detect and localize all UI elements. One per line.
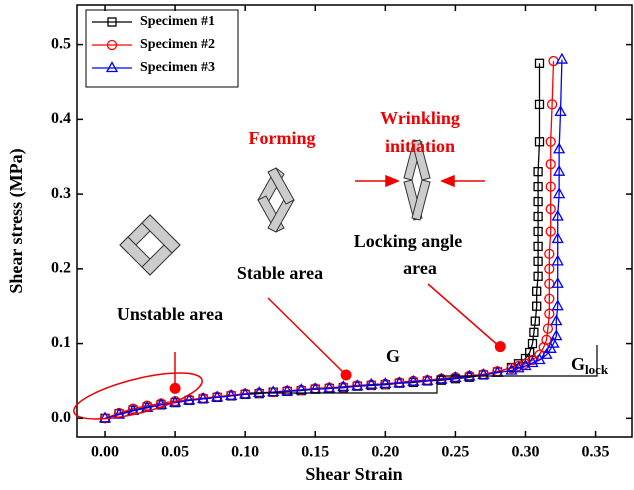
highlight-point <box>170 383 181 394</box>
annotation-main: G <box>571 354 585 374</box>
x-tick-label: 0.30 <box>511 444 539 461</box>
legend-label: Specimen #3 <box>140 60 215 75</box>
annotation: Stable area <box>237 263 323 283</box>
annotation: G <box>386 346 400 366</box>
annotation: Unstable area <box>117 304 223 324</box>
x-tick-label: 0.20 <box>371 444 399 461</box>
x-tick-label: 0.25 <box>441 444 469 461</box>
y-tick-label: 0.1 <box>51 334 71 351</box>
y-tick-label: 0.5 <box>51 35 71 52</box>
annotation: Forming <box>249 128 316 148</box>
annotation-sub: lock <box>585 362 609 377</box>
x-tick-label: 0.35 <box>582 444 610 461</box>
squeeze-arrows <box>355 176 485 186</box>
legend-label: Specimen #2 <box>140 37 215 52</box>
y-tick-label: 0.4 <box>51 110 71 127</box>
y-tick-label: 0.2 <box>51 260 71 277</box>
x-tick-label: 0.05 <box>161 444 189 461</box>
pointer-line <box>268 298 346 375</box>
x-axis-label: Shear Strain <box>305 464 402 484</box>
icon-forming <box>258 168 294 232</box>
annotation: initiation <box>385 136 455 156</box>
annotation: Glock <box>571 354 609 377</box>
annotation: Locking angle <box>354 231 463 251</box>
x-tick-label: 0.15 <box>301 444 329 461</box>
unstable-ellipse <box>70 364 206 429</box>
y-tick-label: 0.0 <box>51 409 71 426</box>
highlight-point <box>341 369 352 380</box>
chart: Forming Wrinkling initiation Stable area… <box>0 0 634 490</box>
pointer-line <box>428 284 500 347</box>
annotation: area <box>403 258 437 278</box>
icon-unstable <box>120 215 180 275</box>
highlight-point <box>495 341 506 352</box>
annotation: Wrinkling <box>380 108 460 128</box>
legend-label: Specimen #1 <box>140 14 215 29</box>
y-axis-label: Shear stress (MPa) <box>6 148 27 293</box>
y-tick-label: 0.3 <box>51 185 71 202</box>
x-tick-label: 0.00 <box>91 444 119 461</box>
x-tick-label: 0.10 <box>231 444 259 461</box>
